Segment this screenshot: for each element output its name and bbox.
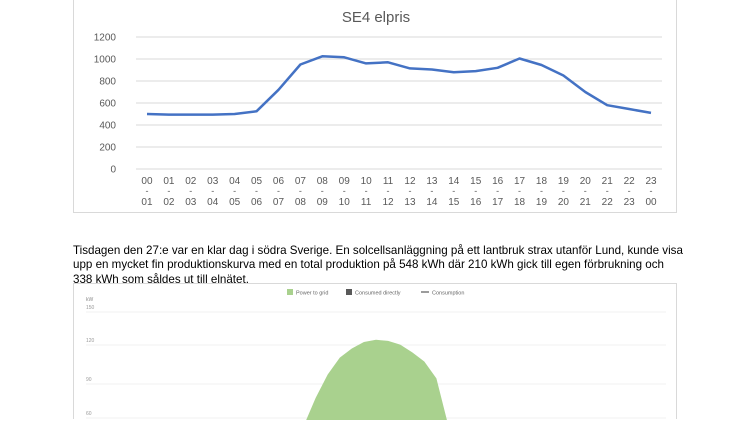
production-chart-svg: Power to grid Consumed directly Consumptio… <box>86 289 666 425</box>
x-tick-label: 17 <box>492 197 504 208</box>
x-tick-separator: - <box>365 186 368 196</box>
chart-title: SE4 elpris <box>342 9 410 26</box>
x-tick-label: 22 <box>624 176 636 187</box>
x-tick-label: 09 <box>317 197 329 208</box>
x-tick-separator: - <box>562 186 565 196</box>
x-tick-label: 12 <box>404 176 416 187</box>
x-tick-separator: - <box>474 186 477 196</box>
x-tick-label: 03 <box>185 197 197 208</box>
x-tick-label: 08 <box>317 176 329 187</box>
x-tick-separator: - <box>606 186 609 196</box>
x-tick-label: 03 <box>207 176 219 187</box>
x-tick-label: 11 <box>361 197 372 208</box>
x-tick-label: 02 <box>163 197 175 208</box>
x-tick-separator: - <box>321 186 324 196</box>
x-tick-separator: - <box>233 186 236 196</box>
x-tick-separator: - <box>255 186 258 196</box>
x-tick-label: 13 <box>404 197 416 208</box>
x-tick-label: 22 <box>602 197 614 208</box>
legend-label: Consumption <box>432 291 464 297</box>
x-tick-label: 20 <box>558 197 570 208</box>
x-tick-label: 10 <box>339 197 351 208</box>
x-tick-label: 20 <box>580 176 592 187</box>
x-tick-separator: - <box>430 186 433 196</box>
x-tick-label: 19 <box>558 176 570 187</box>
y-axis-label: kW <box>86 297 94 303</box>
x-tick-label: 00 <box>141 176 153 187</box>
y-tick-label: 200 <box>99 143 116 154</box>
x-tick-label: 16 <box>492 176 504 187</box>
legend-swatch <box>287 289 293 295</box>
x-tick-label: 21 <box>580 197 592 208</box>
x-tick-label: 16 <box>470 197 482 208</box>
y-tick-label: 0 <box>110 165 116 176</box>
x-tick-separator: - <box>343 186 346 196</box>
y-tick-label: 150 <box>86 305 95 311</box>
power-to-grid-area <box>303 339 449 425</box>
x-tick-label: 04 <box>229 176 241 187</box>
x-tick-label: 12 <box>382 197 394 208</box>
legend-label: Consumed directly <box>355 291 401 297</box>
x-tick-label: 13 <box>426 176 438 187</box>
x-tick-label: 23 <box>624 197 636 208</box>
x-tick-separator: - <box>518 186 521 196</box>
x-tick-label: 21 <box>602 176 614 187</box>
y-tick-label: 800 <box>99 77 116 88</box>
x-tick-separator: - <box>189 186 192 196</box>
x-tick-label: 05 <box>251 176 263 187</box>
x-tick-separator: - <box>299 186 302 196</box>
x-tick-label: 10 <box>361 176 373 187</box>
x-tick-label: 19 <box>536 197 548 208</box>
x-tick-label: 17 <box>514 176 526 187</box>
x-tick-separator: - <box>408 186 411 196</box>
x-tick-separator: - <box>584 186 587 196</box>
series-line <box>146 55 652 116</box>
x-tick-separator: - <box>167 186 170 196</box>
x-tick-separator: - <box>211 186 214 196</box>
x-tick-label: 00 <box>645 197 657 208</box>
x-tick-separator: - <box>145 186 148 196</box>
x-tick-label: 23 <box>645 176 657 187</box>
x-tick-separator: - <box>628 186 631 196</box>
y-tick-label: 600 <box>99 99 116 110</box>
x-tick-label: 11 <box>383 176 394 187</box>
production-chart: Power to grid Consumed directly Consumptio… <box>73 283 677 425</box>
x-tick-label: 09 <box>339 176 351 187</box>
x-tick-label: 18 <box>514 197 526 208</box>
y-tick-label: 120 <box>86 338 95 344</box>
x-tick-label: 06 <box>273 176 285 187</box>
x-tick-label: 04 <box>207 197 219 208</box>
x-tick-separator: - <box>387 186 390 196</box>
x-tick-label: 18 <box>536 176 548 187</box>
legend-label: Power to grid <box>296 291 328 297</box>
x-tick-label: 15 <box>448 197 460 208</box>
x-tick-label: 14 <box>448 176 460 187</box>
y-tick-label: 60 <box>86 411 92 417</box>
y-tick-label: 90 <box>86 377 92 383</box>
x-tick-label: 07 <box>295 176 307 187</box>
y-tick-label: 1000 <box>94 55 117 66</box>
x-tick-separator: - <box>277 186 280 196</box>
elpris-chart: SE4 elpris 0 200 400 600 800 1000 1200 00-01 01… <box>73 0 677 213</box>
x-tick-label: 02 <box>185 176 197 187</box>
body-paragraph: Tisdagen den 27:e var en klar dag i södr… <box>73 243 683 286</box>
x-tick-label: 01 <box>141 197 153 208</box>
x-tick-separator: - <box>496 186 499 196</box>
y-tick-label: 400 <box>99 121 116 132</box>
x-tick-separator: - <box>650 186 653 196</box>
x-tick-label: 05 <box>229 197 241 208</box>
x-tick-label: 01 <box>163 176 175 187</box>
x-tick-separator: - <box>452 186 455 196</box>
x-tick-label: 07 <box>273 197 285 208</box>
y-tick-label: 1200 <box>94 33 117 44</box>
x-tick-label: 14 <box>426 197 438 208</box>
x-tick-label: 08 <box>295 197 307 208</box>
x-tick-label: 06 <box>251 197 263 208</box>
x-tick-separator: - <box>540 186 543 196</box>
legend-swatch <box>346 289 352 295</box>
x-tick-label: 15 <box>470 176 482 187</box>
